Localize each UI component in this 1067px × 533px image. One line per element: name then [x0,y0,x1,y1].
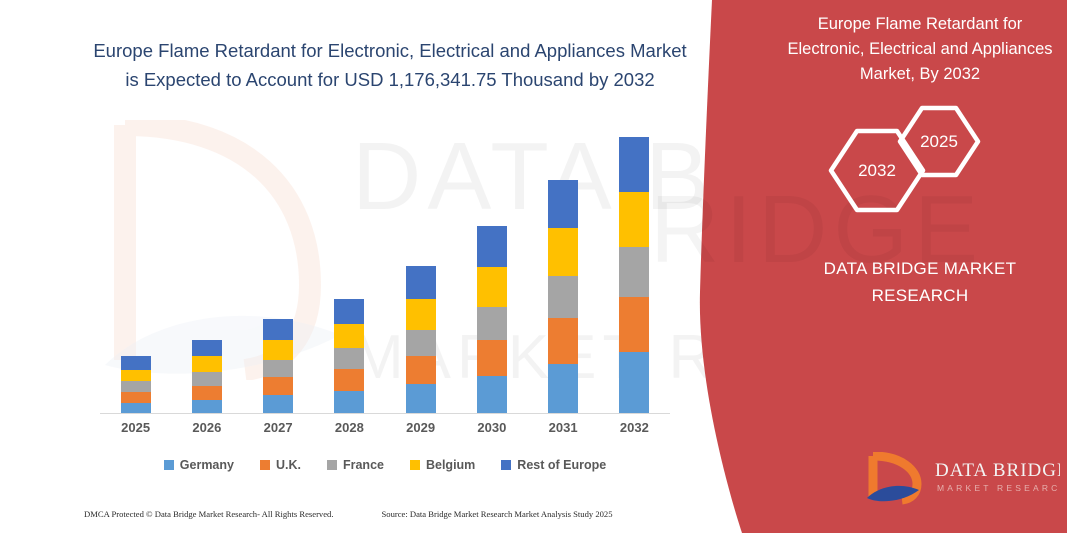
x-axis-label-2029: 2029 [406,420,436,435]
bar-segment-2027-u-k [263,377,294,395]
legend-swatch-icon [163,460,174,470]
bar-segment-2031-france [548,276,579,318]
bar-segment-2025-u-k [120,392,151,403]
bar-segment-2032-germany [619,352,650,414]
legend-item-belgium[interactable]: Belgium [409,458,476,472]
bar-2028 [334,299,365,414]
x-axis-label-2026: 2026 [192,420,222,435]
bar-segment-2027-germany [263,395,294,414]
bar-segment-2028-germany [334,391,365,414]
bar-segment-2031-belgium [548,228,579,276]
bar-segment-2025-germany [120,403,151,414]
bar-segment-2025-belgium [120,370,151,381]
logo-secondary-text: MARKET RESEARCH [937,483,1060,493]
year-badge-2025[interactable]: 2025 [897,105,981,178]
bar-segment-2026-germany [191,400,222,414]
bar-segment-2026-u-k [191,386,222,400]
bar-segment-2027-belgium [263,340,294,360]
legend-swatch-icon [501,460,512,470]
bar-2026 [191,340,222,414]
bar-segment-2031-u-k [548,318,579,364]
chart-title: Europe Flame Retardant for Electronic, E… [93,40,687,90]
bar-segment-2032-u-k [619,297,650,352]
bar-segment-2025-france [120,381,151,392]
chart-plot-area [100,120,670,414]
bar-segment-2029-rest-of-europe [405,266,436,299]
bar-segment-2025-rest-of-europe [120,356,151,370]
bar-segment-2027-rest-of-europe [263,319,294,340]
year-badges: 2025 2032 [800,105,1050,215]
legend-item-germany[interactable]: Germany [163,458,234,472]
legend-label: U.K. [275,458,301,472]
bar-segment-2027-france [263,360,294,377]
brand-name: DATA BRIDGE MARKET RESEARCH [823,259,1017,305]
footer-copyright: DMCA Protected © Data Bridge Market Rese… [84,509,334,519]
bar-2029 [405,266,436,414]
bar-segment-2029-belgium [405,299,436,330]
year-badge-2025-label: 2025 [920,131,958,151]
legend-label: Rest of Europe [517,458,607,472]
watermark-text-right: RIDGE [650,175,984,285]
bar-segment-2030-belgium [476,267,507,307]
bar-segment-2032-france [619,247,650,297]
legend-item-u-k[interactable]: U.K. [259,458,301,472]
brand-panel-content: RIDGE Europe Flame Retardant for Electro… [650,0,1067,533]
chart-panel: DATA BRIDGE MARKET RESEARCH Europe Flame… [84,40,740,519]
chart-legend: Germany U.K. France Belgium Rest of Europe [100,455,670,475]
bar-segment-2028-u-k [334,369,365,391]
footer-source: Source: Data Bridge Market Research Mark… [381,509,613,519]
logo-primary-text: DATA BRIDGE [935,460,1060,481]
bar-2027 [263,319,294,414]
bar-segment-2029-france [405,330,436,356]
bar-segment-2030-france [476,307,507,340]
x-axis-label-2028: 2028 [334,420,364,435]
bar-segment-2030-germany [476,376,507,414]
bar-segment-2028-belgium [334,324,365,348]
brand-panel-title: Europe Flame Retardant for Electronic, E… [787,15,1053,83]
bar-segment-2031-rest-of-europe [548,180,579,228]
bar-segment-2029-germany [405,384,436,414]
x-axis-label-2031: 2031 [548,420,578,435]
bar-segment-2026-rest-of-europe [191,340,222,356]
bar-2030 [476,226,507,414]
bar-segment-2030-rest-of-europe [476,226,507,267]
chart-x-axis: 2025 2026 2027 2028 2029 2030 2031 2032 [100,420,670,442]
x-axis-label-2025: 2025 [121,420,151,435]
bar-segment-2032-belgium [619,192,650,247]
legend-item-rest-of-europe[interactable]: Rest of Europe [501,458,606,472]
bar-segment-2028-france [334,348,365,369]
legend-swatch-icon [326,460,337,470]
bar-segment-2031-germany [548,364,579,414]
bar-segment-2026-france [191,372,222,386]
bar-segment-2029-u-k [405,356,436,384]
bar-2031 [548,180,579,414]
bar-2025 [120,356,151,414]
x-axis-label-2027: 2027 [263,420,293,435]
legend-label: Germany [179,458,234,472]
bar-2032 [619,137,650,414]
legend-label: Belgium [425,458,476,472]
legend-item-france[interactable]: France [326,458,384,472]
x-axis-label-2030: 2030 [477,420,507,435]
legend-swatch-icon [409,460,420,470]
x-axis-label-2032: 2032 [619,420,649,435]
bar-segment-2026-belgium [191,356,222,372]
year-badge-2032[interactable]: 2032 [828,128,926,213]
legend-label: France [342,458,384,472]
data-bridge-logo: DATA BRIDGE MARKET RESEARCH [867,452,1060,505]
year-badge-2032-label: 2032 [858,160,896,180]
chart-baseline [100,413,670,414]
bar-segment-2028-rest-of-europe [334,299,365,324]
legend-swatch-icon [259,460,270,470]
bar-segment-2032-rest-of-europe [619,137,650,192]
footer: DMCA Protected © Data Bridge Market Rese… [84,509,684,519]
bar-segment-2030-u-k [476,340,507,376]
